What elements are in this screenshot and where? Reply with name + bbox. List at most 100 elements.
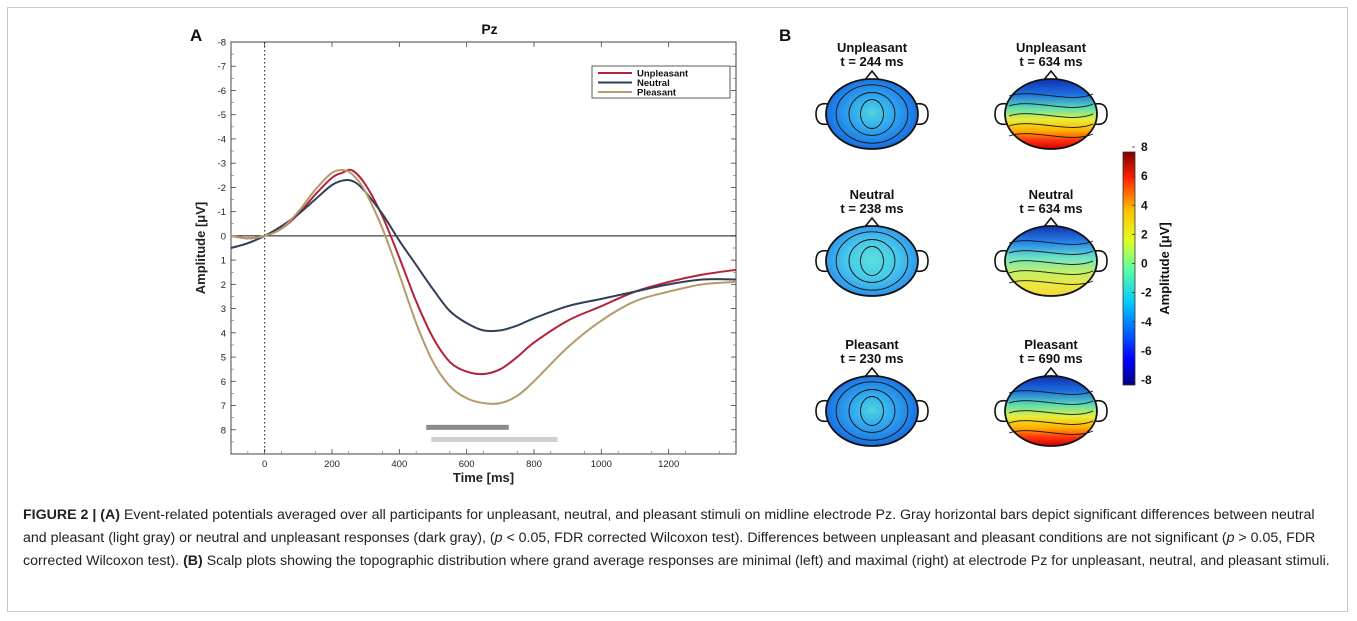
caption-p-1: p [494,530,503,546]
y-tick-label: -8 [218,38,226,49]
left-ear-icon [994,102,1008,126]
left-ear-icon [994,249,1008,273]
caption-text-1: Event-related potentials averaged over a… [23,507,1315,546]
series-group [230,168,737,405]
y-tick-label: 8 [221,425,226,436]
colorbar-gradient [1122,151,1136,386]
contour-line [1008,103,1094,108]
left-ear-icon [815,102,829,126]
figure-frame [7,7,1348,612]
colorbar-tick-label: 4 [1141,198,1148,212]
contour-line [848,92,896,136]
colorbar-tick-label: -6 [1141,344,1152,358]
y-tick-label: -2 [218,183,226,194]
topo-time-label: t = 244 ms [840,54,903,69]
caption-part-b: (B) [183,553,203,569]
colorbar-tick-label: 6 [1141,169,1148,183]
panel-a-label: A [190,26,203,45]
y-tick-label: -4 [218,134,226,145]
x-tick-label: 0 [262,459,267,470]
colorbar-tick-label: 0 [1141,257,1148,271]
right-ear-icon [915,249,929,273]
caption-text-2: < 0.05, FDR corrected Wilcoxon test). Di… [502,530,1227,546]
contour-line [835,84,909,144]
panel-b-label: B [779,26,792,45]
head-map [1004,375,1098,447]
legend-label-pleasant: Pleasant [637,88,677,99]
head-map [825,375,919,447]
contour-line [1008,93,1094,98]
y-tick-label: 7 [221,401,226,412]
contour-line [1008,400,1094,405]
contour-line [848,239,896,283]
contour-line [1008,260,1094,265]
y-tick-label: -3 [218,159,226,170]
contour-line [1008,270,1094,275]
colorbar-label: Amplitude [μV] [1157,222,1172,314]
colorbar: 8 6 4 2 0 -2 -4 -6 -8 Amplitude [μV] [1122,140,1172,387]
colorbar-tick-label: 8 [1141,140,1148,154]
contour-line [860,246,884,276]
y-tick-label: 1 [221,256,226,267]
x-tick-label: 800 [526,459,542,470]
head-map [1004,225,1098,297]
right-ear-icon [915,102,929,126]
head-map [825,78,919,150]
head-map [1004,78,1098,150]
significance-bar-1 [426,424,509,430]
contour-line [848,389,896,433]
x-tick-label: 200 [324,459,340,470]
y-tick-label: 4 [221,328,226,339]
plot-area [230,41,737,455]
figure-caption: FIGURE 2 | (A) Event-related potentials … [23,504,1333,573]
contour-line [1008,250,1094,255]
x-tick-label: 600 [459,459,475,470]
contour-line [1008,133,1094,138]
left-ear-icon [815,399,829,423]
y-axis: -8 -7 -6 -5 -4 -3 -2 -1 0 1 2 3 4 5 6 7 8 [218,38,736,443]
significance-bar-2 [431,436,558,442]
y-tick-label: 0 [221,231,226,242]
x-tick-label: 1200 [658,459,679,470]
topo-condition-label: Neutral [850,187,895,202]
y-tick-label: 6 [221,377,226,388]
x-tick-label: 1000 [591,459,612,470]
contour-line [1008,420,1094,425]
contour-line [1008,430,1094,435]
series-line-neutral [230,179,737,333]
contour-line [1008,410,1094,415]
series-line-pleasant [230,169,737,405]
caption-p-2: p [1226,530,1235,546]
topo-time-label: t = 634 ms [1019,54,1082,69]
y-tick-label: -1 [218,207,226,218]
topo-condition-label: Pleasant [1024,337,1078,352]
right-ear-icon [1094,399,1108,423]
head-map [825,225,919,297]
contour-line [1008,123,1094,128]
topo-time-label: t = 690 ms [1019,351,1082,366]
left-ear-icon [994,399,1008,423]
right-ear-icon [1094,102,1108,126]
legend-label-unpleasant: Unpleasant [637,69,689,80]
y-tick-label: -7 [218,62,226,73]
x-axis-label: Time [ms] [453,470,514,485]
topo-time-label: t = 238 ms [840,201,903,216]
contour-line [1008,240,1094,245]
left-ear-icon [815,249,829,273]
contour-line [1008,280,1094,285]
right-ear-icon [915,399,929,423]
y-tick-label: 3 [221,304,226,315]
topo-condition-label: Neutral [1029,187,1074,202]
colorbar-tick-label: -8 [1141,373,1152,387]
topo-condition-label: Pleasant [845,337,899,352]
contour-line [835,381,909,441]
colorbar-tick-label: 2 [1141,227,1148,241]
